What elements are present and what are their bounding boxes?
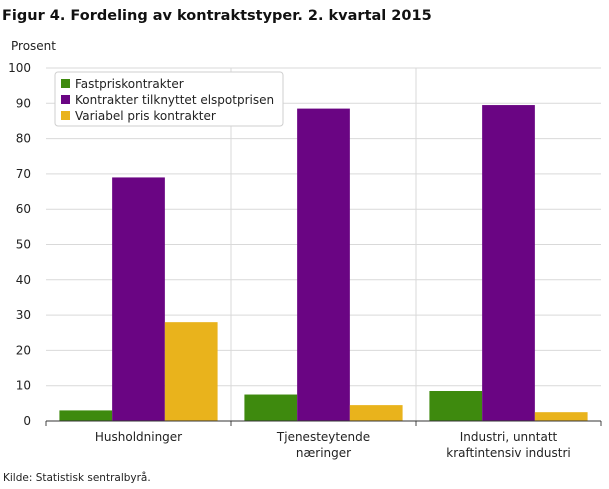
x-tick-label: kraftintensiv industri — [446, 446, 570, 460]
y-tick-label: 70 — [16, 167, 31, 181]
bar — [429, 390, 483, 421]
bar — [112, 177, 165, 421]
bar — [482, 105, 535, 421]
legend-label: Kontrakter tilknyttet elspotprisen — [75, 93, 274, 107]
bar — [244, 394, 298, 421]
bar — [59, 410, 113, 421]
y-tick-label: 80 — [16, 132, 31, 146]
y-tick-label: 50 — [16, 238, 31, 252]
chart-title: Figur 4. Fordeling av kontraktstyper. 2.… — [2, 8, 432, 24]
y-axis-label: Prosent — [11, 39, 56, 53]
legend-swatch — [61, 95, 70, 104]
y-tick-label: 100 — [8, 61, 31, 75]
y-tick-label: 10 — [16, 379, 31, 393]
bar — [297, 108, 350, 421]
legend-box — [54, 71, 284, 127]
legend-swatch — [61, 111, 70, 120]
x-tick-label: Tjenesteytende — [276, 430, 370, 444]
bar — [534, 412, 588, 421]
y-tick-label: 90 — [16, 96, 31, 110]
y-tick-label: 60 — [16, 202, 31, 216]
legend-swatch — [61, 79, 70, 88]
legend-label: Fastpriskontrakter — [75, 77, 184, 91]
legend-label: Variabel pris kontrakter — [75, 109, 216, 123]
y-tick-label: 40 — [16, 273, 31, 287]
y-tick-label: 30 — [16, 308, 31, 322]
source-note: Kilde: Statistisk sentralbyrå. — [3, 472, 151, 484]
x-tick-label: næringer — [296, 446, 351, 460]
y-tick-label: 0 — [23, 414, 31, 428]
x-tick-label: Industri, unntatt — [460, 430, 558, 444]
x-tick-label: Husholdninger — [95, 430, 182, 444]
y-tick-label: 20 — [16, 343, 31, 357]
bar — [164, 322, 218, 421]
bar — [349, 405, 403, 421]
